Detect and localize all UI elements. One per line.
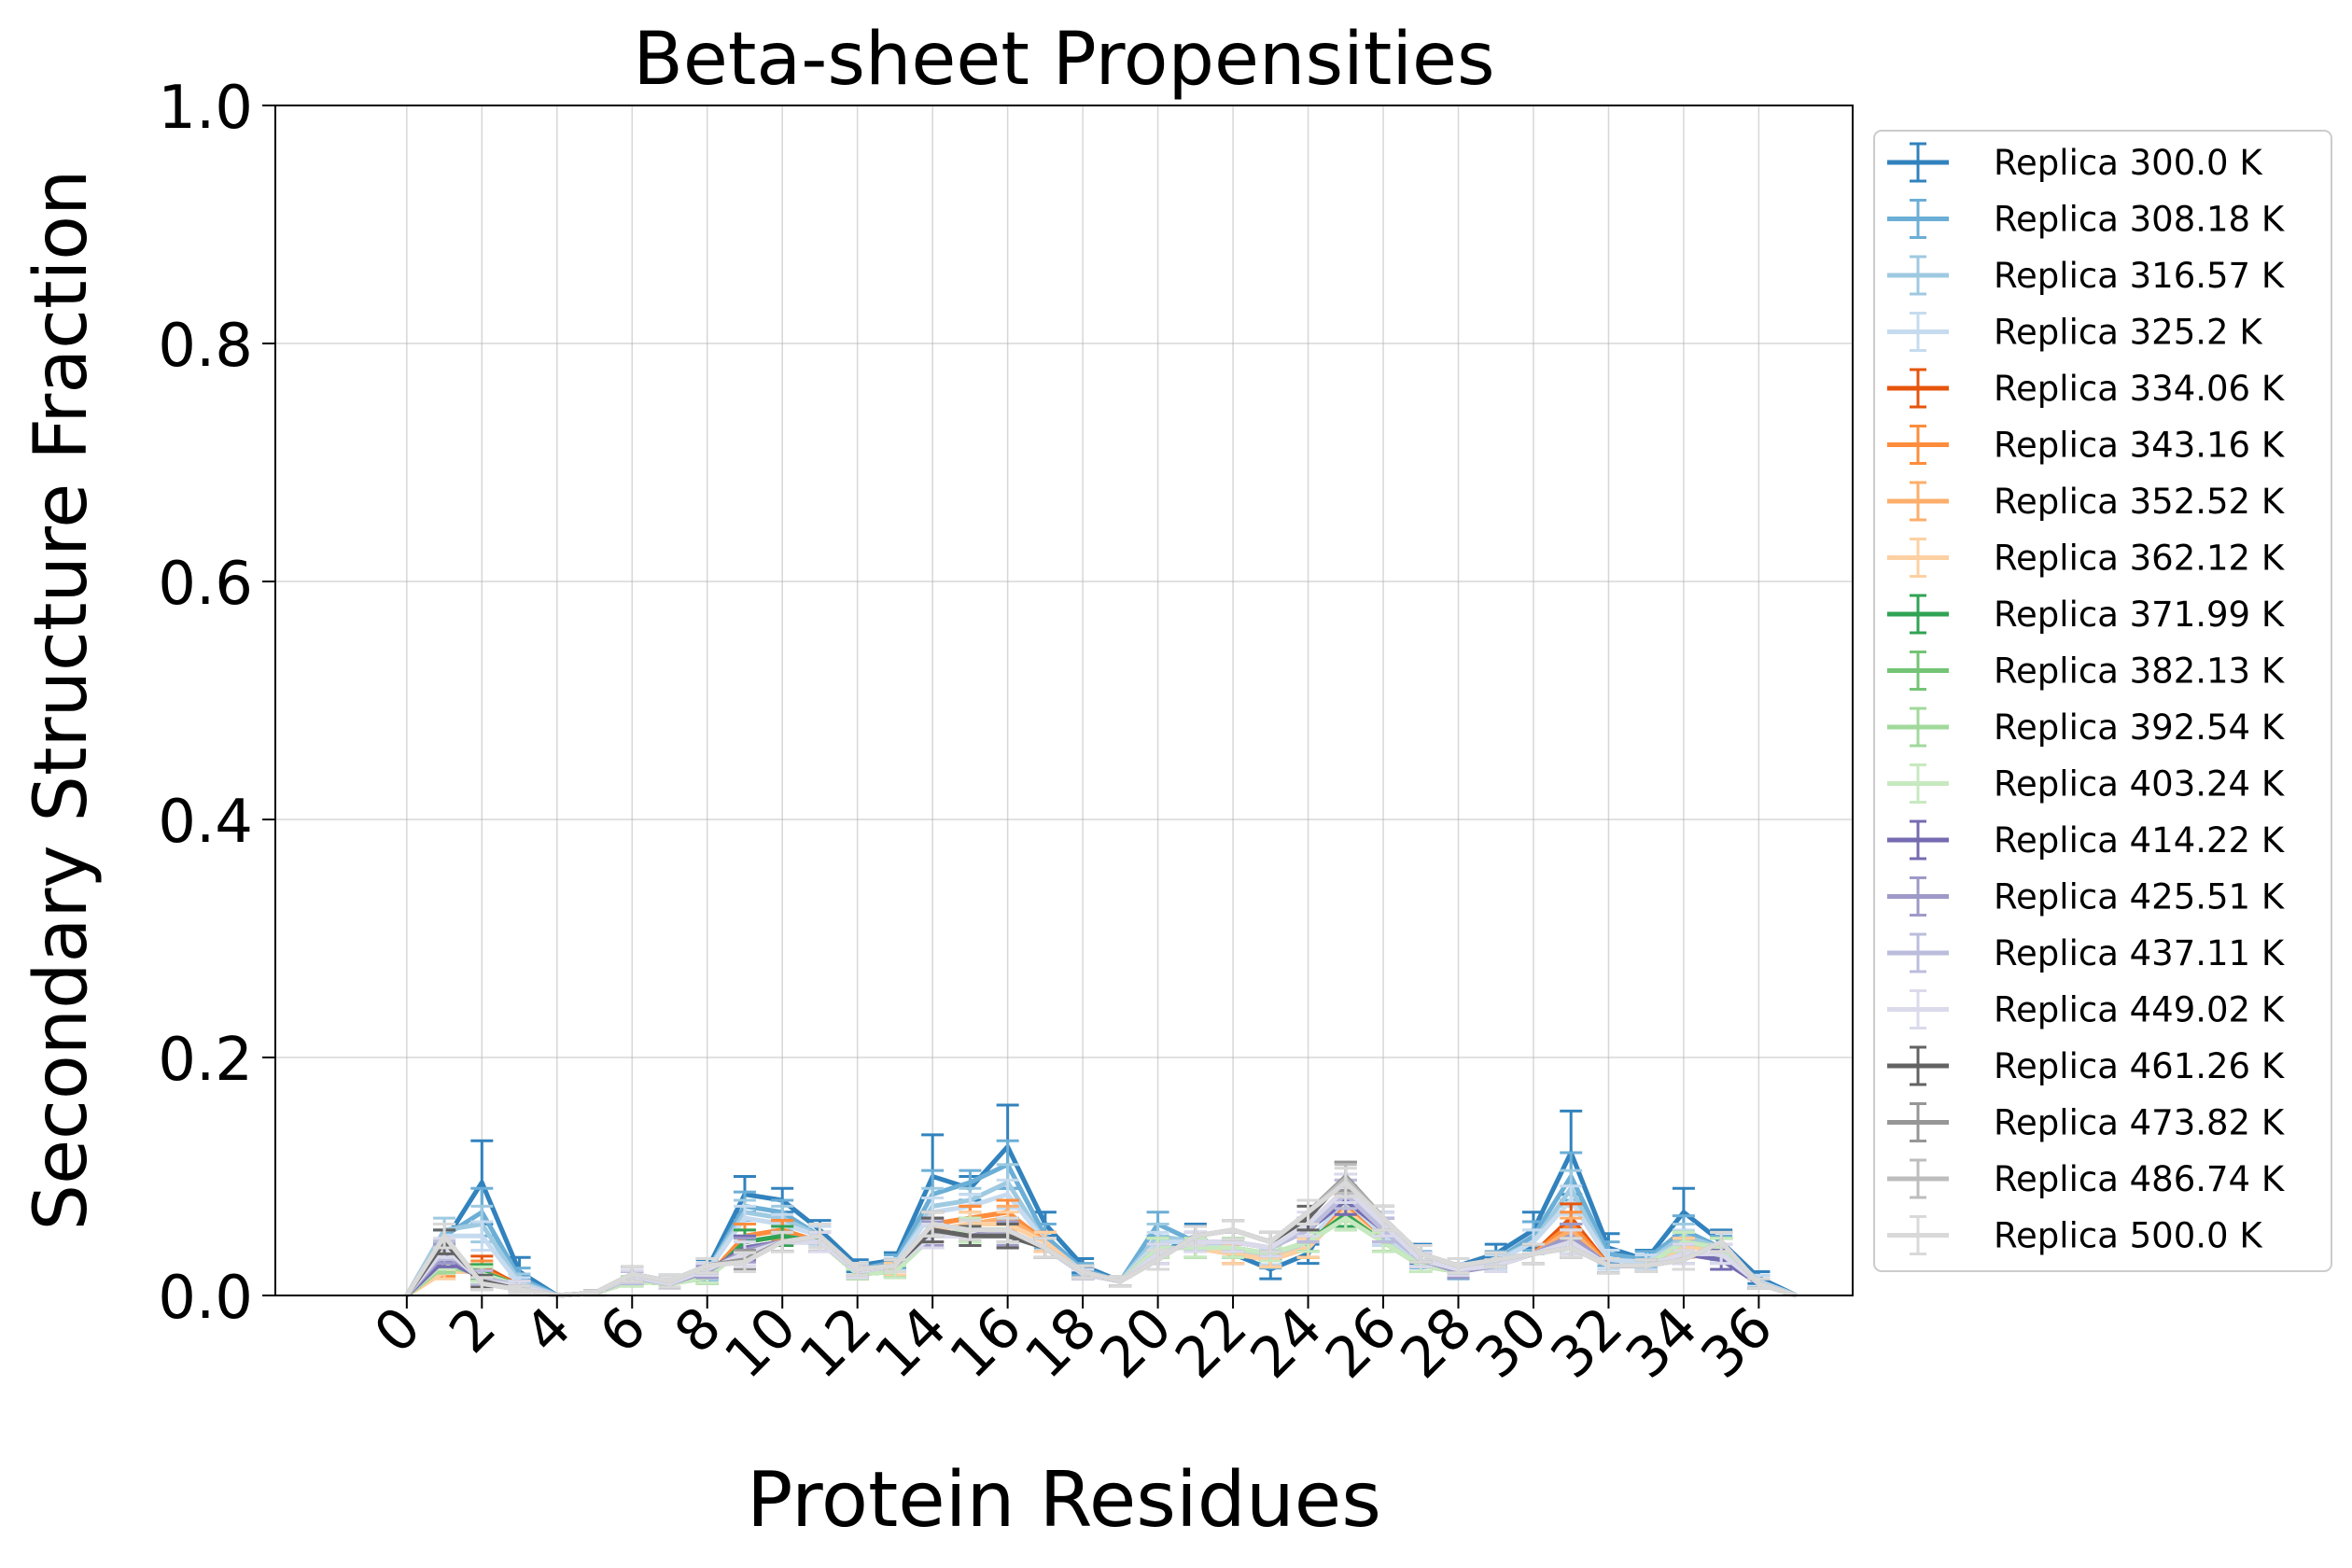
legend-item: Replica 449.02 K	[1887, 989, 2286, 1030]
legend-label: Replica 308.18 K	[1994, 200, 2286, 240]
legend-label: Replica 325.2 K	[1994, 313, 2263, 353]
legend-label: Replica 371.99 K	[1994, 595, 2286, 635]
legend-item: Replica 437.11 K	[1887, 932, 2286, 973]
legend-box	[1873, 130, 2332, 1272]
legend-item: Replica 371.99 K	[1887, 594, 2286, 635]
legend-item: Replica 352.52 K	[1887, 481, 2286, 522]
chart-title: Beta-sheet Propensities	[633, 18, 1494, 102]
y-tick-label: 0.8	[158, 312, 253, 381]
y-tick-label: 0.0	[158, 1264, 253, 1333]
legend-label: Replica 316.57 K	[1994, 256, 2286, 296]
legend-item: Replica 425.51 K	[1887, 876, 2286, 917]
legend-label: Replica 343.16 K	[1994, 426, 2286, 466]
legend-label: Replica 382.13 K	[1994, 651, 2286, 692]
legend-label: Replica 300.0 K	[1994, 143, 2263, 183]
legend-item: Replica 486.74 K	[1887, 1158, 2286, 1199]
legend-item: Replica 325.2 K	[1887, 312, 2263, 353]
legend-label: Replica 414.22 K	[1994, 820, 2286, 861]
legend-item: Replica 392.54 K	[1887, 707, 2286, 748]
legend-label: Replica 403.24 K	[1994, 764, 2286, 805]
legend-label: Replica 425.51 K	[1994, 877, 2286, 917]
legend-item: Replica 334.06 K	[1887, 368, 2286, 409]
y-tick-label: 0.2	[158, 1026, 253, 1095]
y-tick-label: 1.0	[158, 74, 253, 143]
legend-label: Replica 461.26 K	[1994, 1046, 2286, 1086]
legend-item: Replica 473.82 K	[1887, 1102, 2286, 1143]
legend-label: Replica 362.12 K	[1994, 539, 2286, 579]
legend-item: Replica 414.22 K	[1887, 819, 2286, 861]
legend-item: Replica 316.57 K	[1887, 255, 2286, 296]
legend: Replica 300.0 K Replica 308.18 K Replica 3…	[1873, 130, 2332, 1272]
y-axis-label: Secondary Structure Fraction	[20, 170, 104, 1231]
legend-label: Replica 352.52 K	[1994, 482, 2286, 522]
legend-item: Replica 343.16 K	[1887, 425, 2286, 466]
series-line	[404, 1180, 1798, 1298]
legend-item: Replica 403.24 K	[1887, 763, 2286, 805]
series-19	[404, 1167, 1798, 1298]
legend-label: Replica 392.54 K	[1994, 707, 2286, 748]
legend-item: Replica 461.26 K	[1887, 1045, 2286, 1086]
legend-label: Replica 473.82 K	[1994, 1103, 2286, 1143]
x-axis-label: Protein Residues	[747, 1456, 1381, 1545]
plot-frame	[274, 105, 1854, 1296]
legend-label: Replica 449.02 K	[1994, 990, 2286, 1030]
y-tick-label: 0.6	[158, 550, 253, 619]
legend-item: Replica 308.18 K	[1887, 199, 2286, 240]
legend-item: Replica 500.0 K	[1887, 1215, 2263, 1256]
legend-label: Replica 437.11 K	[1994, 933, 2286, 973]
series-layer	[404, 1103, 1798, 1298]
y-tick-label: 0.4	[158, 788, 253, 857]
legend-item: Replica 300.0 K	[1887, 142, 2263, 183]
legend-item: Replica 382.13 K	[1887, 651, 2286, 692]
legend-label: Replica 486.74 K	[1994, 1159, 2286, 1199]
legend-label: Replica 500.0 K	[1994, 1216, 2263, 1256]
legend-item: Replica 362.12 K	[1887, 538, 2286, 579]
legend-label: Replica 334.06 K	[1994, 369, 2286, 409]
